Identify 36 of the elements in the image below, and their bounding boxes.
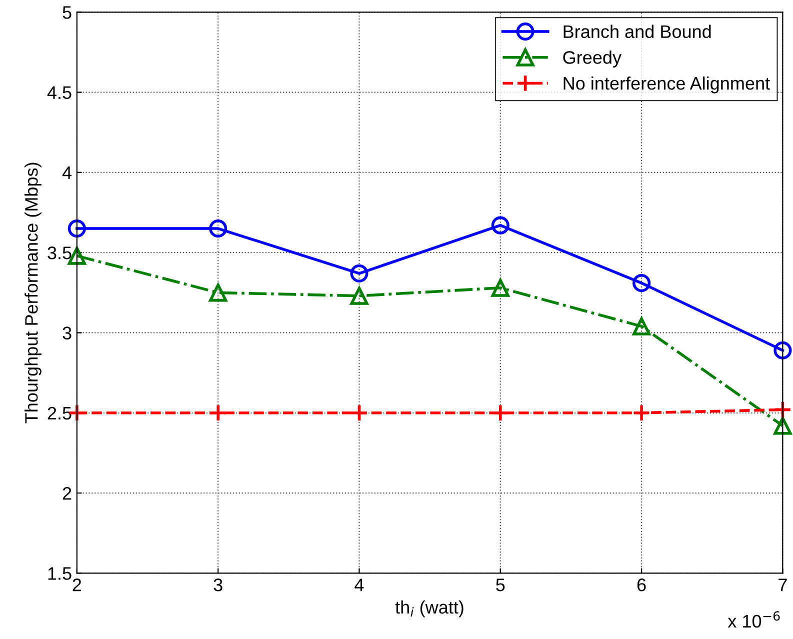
point — [350, 264, 368, 282]
y-tick-label: 5 — [62, 6, 72, 19]
y-tick-label: 2.5 — [48, 406, 72, 420]
x-tick-label: 7 — [778, 578, 787, 592]
y-tick-label: 4.5 — [47, 86, 72, 100]
y-axis-title: Thourghput Performance (Mbps) — [24, 162, 42, 424]
x-axis-title: th$_{i}$ (watt) — [395, 600, 464, 618]
point — [350, 404, 368, 422]
point — [209, 404, 228, 422]
point — [632, 274, 651, 292]
y-tick-label: 4 — [62, 166, 72, 179]
x-tick-label: 4 — [354, 578, 364, 592]
point — [774, 400, 792, 419]
point — [68, 220, 86, 238]
point — [774, 341, 792, 360]
legend-label: No interference Alignment — [564, 76, 770, 94]
point — [632, 404, 651, 422]
x-tick-label: 2 — [72, 578, 82, 592]
x-tick-label: 6 — [637, 578, 646, 592]
point — [209, 284, 228, 302]
x-tick-label: 5 — [496, 578, 505, 592]
y-tick-label: 2 — [62, 486, 72, 500]
point — [491, 278, 510, 297]
legend-label: Greedy — [563, 50, 622, 68]
point — [632, 317, 651, 336]
point — [774, 416, 792, 435]
legend-label: Branch and Bound — [564, 24, 711, 38]
text: x 10$^{−6}$ — [728, 611, 780, 628]
point — [209, 220, 228, 238]
point — [491, 404, 510, 422]
x-tick-label: 3 — [214, 578, 222, 592]
y-tick-label: 3.5 — [48, 246, 72, 260]
point — [491, 216, 510, 234]
point — [350, 286, 368, 305]
y-tick-label: 3 — [62, 326, 72, 340]
y-tick-label: 1.5 — [48, 567, 72, 580]
